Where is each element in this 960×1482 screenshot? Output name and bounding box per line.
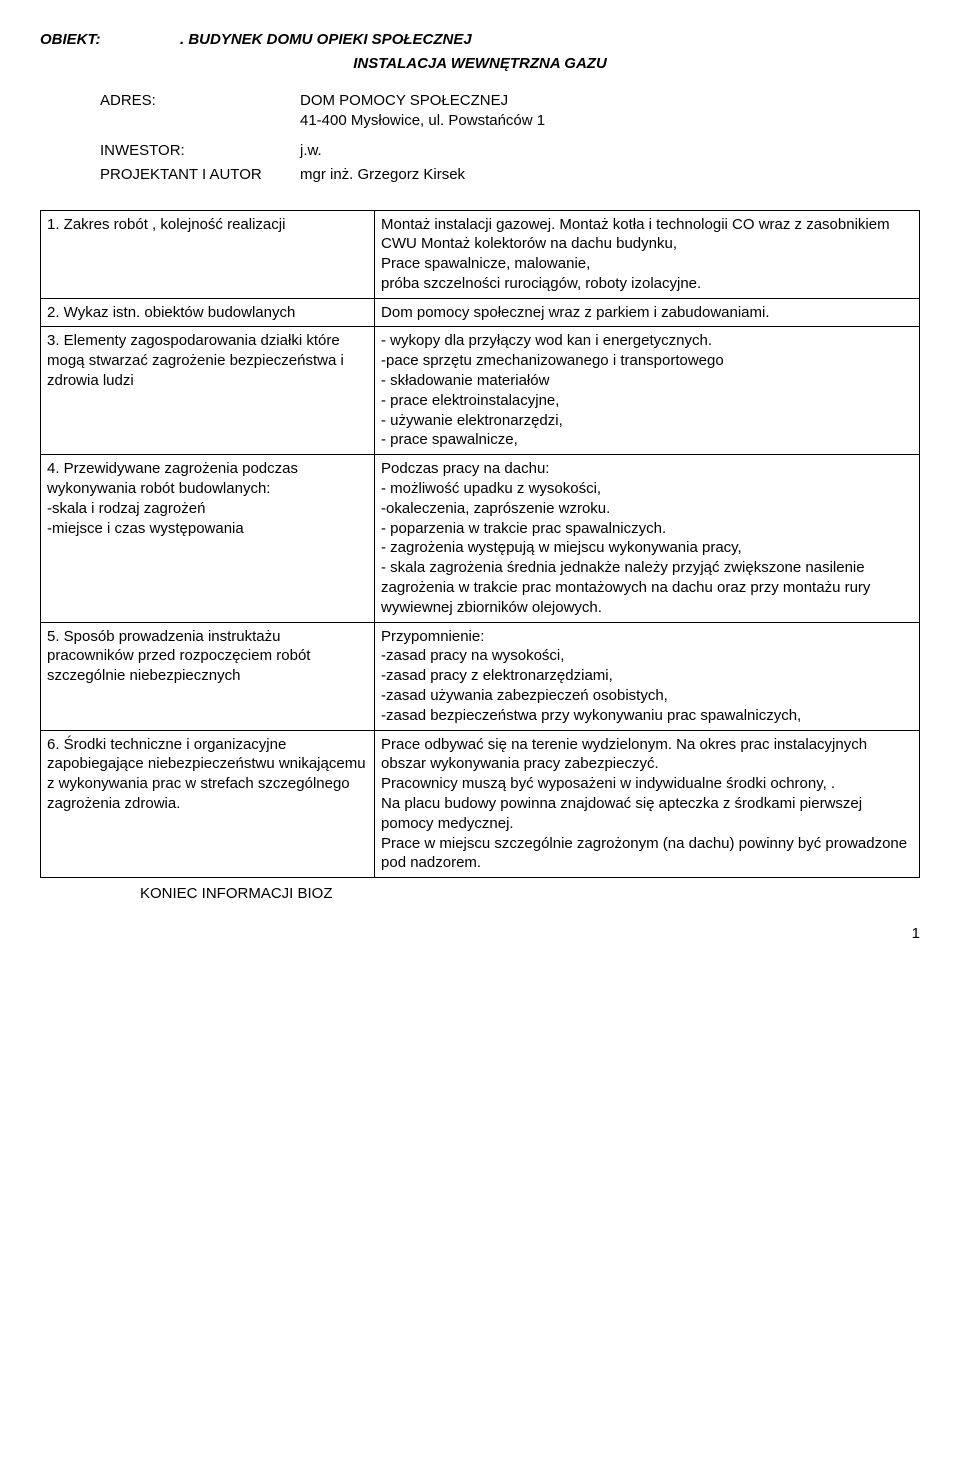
projektant-label: PROJEKTANT I AUTOR xyxy=(100,165,300,185)
table-row: 4. Przewidywane zagrożenia podczas wykon… xyxy=(41,455,920,622)
inwestor-row: INWESTOR: j.w. xyxy=(100,141,920,161)
row4-left: 4. Przewidywane zagrożenia podczas wykon… xyxy=(41,455,375,622)
row3-right: - wykopy dla przyłączy wod kan i energet… xyxy=(375,327,920,455)
row3-left: 3. Elementy zagospodarowania działki któ… xyxy=(41,327,375,455)
projektant-value: mgr inż. Grzegorz Kirsek xyxy=(300,165,465,185)
bioz-table: 1. Zakres robót , kolejność realizacji M… xyxy=(40,210,920,879)
table-row: 3. Elementy zagospodarowania działki któ… xyxy=(41,327,920,455)
row2-left: 2. Wykaz istn. obiektów budowlanych xyxy=(41,298,375,327)
inwestor-label: INWESTOR: xyxy=(100,141,300,161)
row5-right: Przypomnienie: -zasad pracy na wysokości… xyxy=(375,622,920,730)
table-row: 6. Środki techniczne i organizacyjne zap… xyxy=(41,730,920,878)
row5-left: 5. Sposób prowadzenia instruktażu pracow… xyxy=(41,622,375,730)
row1-right: Montaż instalacji gazowej. Montaż kotła … xyxy=(375,210,920,298)
row6-right: Prace odbywać się na terenie wydzielonym… xyxy=(375,730,920,878)
adres-label: ADRES: xyxy=(100,91,300,132)
row4-right: Podczas pracy na dachu: - możliwość upad… xyxy=(375,455,920,622)
adres-row: ADRES: DOM POMOCY SPOŁECZNEJ 41-400 Mysł… xyxy=(100,91,920,132)
table-row: 2. Wykaz istn. obiektów budowlanych Dom … xyxy=(41,298,920,327)
adres-value-line1: DOM POMOCY SPOŁECZNEJ xyxy=(300,92,508,109)
header-info-block: ADRES: DOM POMOCY SPOŁECZNEJ 41-400 Mysł… xyxy=(100,91,920,186)
obiekt-label: OBIEKT: xyxy=(40,30,180,50)
row1-left: 1. Zakres robót , kolejność realizacji xyxy=(41,210,375,298)
row2-right: Dom pomocy społecznej wraz z parkiem i z… xyxy=(375,298,920,327)
header-obiekt-row: OBIEKT: . BUDYNEK DOMU OPIEKI SPOŁECZNEJ xyxy=(40,30,920,50)
inwestor-value: j.w. xyxy=(300,141,322,161)
table-row: 5. Sposób prowadzenia instruktażu pracow… xyxy=(41,622,920,730)
projektant-row: PROJEKTANT I AUTOR mgr inż. Grzegorz Kir… xyxy=(100,165,920,185)
page-number: 1 xyxy=(40,924,920,944)
adres-value: DOM POMOCY SPOŁECZNEJ 41-400 Mysłowice, … xyxy=(300,91,545,132)
obiekt-value: . BUDYNEK DOMU OPIEKI SPOŁECZNEJ xyxy=(180,30,472,50)
instalacja-line: INSTALACJA WEWNĘTRZNA GAZU xyxy=(40,54,920,74)
footer-bioz: KONIEC INFORMACJI BIOZ xyxy=(140,884,920,904)
adres-value-line2: 41-400 Mysłowice, ul. Powstańców 1 xyxy=(300,112,545,129)
row6-left: 6. Środki techniczne i organizacyjne zap… xyxy=(41,730,375,878)
document-header: OBIEKT: . BUDYNEK DOMU OPIEKI SPOŁECZNEJ… xyxy=(40,30,920,186)
table-row: 1. Zakres robót , kolejność realizacji M… xyxy=(41,210,920,298)
